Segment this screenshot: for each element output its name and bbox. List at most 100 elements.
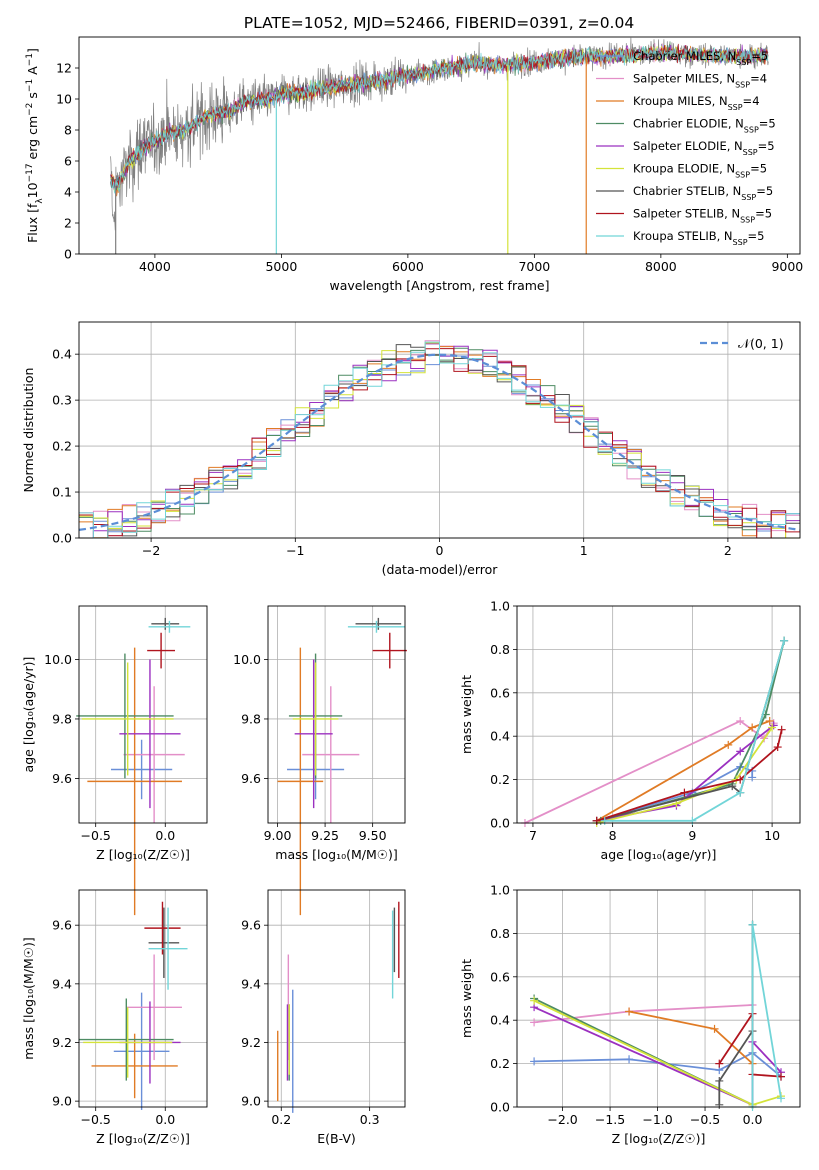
legend-entry: Chabrier MILES, NSSP=5: [633, 49, 768, 67]
errorbar-kroupa_stelib: [148, 907, 188, 990]
legend-n: 5: [757, 229, 764, 243]
series-line: [718, 924, 754, 1105]
y-tick-label: 0.8: [490, 642, 510, 657]
y-axis-label-part: −2: [25, 103, 35, 116]
y-tick-label: 9.8: [52, 711, 72, 726]
x-tick-label: 9.50: [359, 828, 387, 843]
legend-n: 4: [760, 72, 767, 86]
panel-mass_vs_Z: −0.5 0.0 9.0 9.2 9.4 9.6 Z [log₁₀(Z/Z☉)] mass […: [21, 889, 208, 1146]
y-axis-label-part: −1: [25, 53, 35, 66]
legend-eq: =: [750, 72, 760, 86]
legend-entry: Salpeter STELIB, NSSP=5: [633, 207, 772, 225]
errorbar-kroupa_stelib: [148, 620, 191, 633]
legend-n: 5: [766, 184, 773, 198]
x-tick-label: −0.5: [81, 828, 111, 843]
y-tick-label: 9.6: [241, 771, 261, 786]
series-kroupa_stelib: [748, 920, 786, 1111]
legend-n-prefix: , N: [727, 139, 743, 153]
y-tick-label: 6: [64, 154, 72, 169]
series-salpeter_stelib: [592, 725, 786, 825]
data-point-marker: [625, 1055, 634, 1064]
y-axis-label-part: Flux [f: [25, 203, 40, 243]
legend-n-sub: SSP: [728, 103, 743, 112]
data-point-marker: [724, 740, 733, 749]
axes-frame: [78, 889, 208, 1108]
x-tick-label: −2.0: [547, 1112, 577, 1127]
series-kroupa_miles: [625, 1007, 757, 1109]
series-kroupa_stelib: [600, 636, 789, 825]
legend-name: Chabrier ELODIE: [633, 117, 728, 131]
data-point-marker: [715, 1076, 724, 1085]
axes-frame: [78, 605, 208, 824]
legend-n: 5: [760, 162, 767, 176]
x-tick-label: −1.0: [642, 1112, 672, 1127]
errorbar-chabrier_miles: [113, 992, 170, 1110]
legend-n-sub: SSP: [736, 58, 751, 67]
legend-n: 5: [768, 117, 775, 131]
data-point-marker: [728, 782, 737, 791]
legend-name: Chabrier STELIB: [633, 184, 725, 198]
data-point-marker: [736, 717, 745, 726]
legend-eq: =: [759, 117, 769, 131]
x-tick-label: 9000: [771, 259, 803, 274]
legend-eq: =: [758, 139, 768, 153]
x-tick-label: 0.2: [271, 1112, 291, 1127]
legend-n-sub: SSP: [735, 80, 750, 89]
plot-area: [76, 617, 191, 916]
panel-spectrum: 4000 5000 6000 7000 8000 9000 0 2 4 6 8 10 12 wavelen…: [25, 36, 803, 293]
y-tick-label: 0.0: [490, 816, 510, 831]
y-axis-label-part: −17: [25, 163, 35, 182]
model-line-kroupa_stelib: [110, 46, 769, 194]
y-axis-label: Flux [fλ10−17 erg cm−2 s−1 A−1]: [25, 48, 45, 243]
errorbar-kroupa_miles: [91, 1033, 178, 1099]
y-tick-label: 0.0: [490, 1100, 510, 1115]
y-tick-label: 0.6: [490, 969, 510, 984]
legend-n-sub: SSP: [733, 238, 748, 247]
y-tick-label: 9.8: [241, 711, 261, 726]
histogram-kroupa_stelib: [79, 341, 800, 539]
y-tick-label: 0.2: [52, 439, 72, 454]
panel-mass_vs_ebv: 0.2 0.3 9.0 9.2 9.4 9.6 E(B-V): [241, 889, 406, 1146]
y-axis-label: Normed distribution: [21, 368, 36, 493]
y-tick-label: 1.0: [490, 883, 510, 898]
legend-n: 5: [761, 49, 768, 63]
plot-area: [277, 901, 400, 1113]
series-salpeter_elodie: [592, 721, 778, 825]
data-point-marker: [736, 775, 745, 784]
y-tick-label: 9.2: [52, 1035, 72, 1050]
y-tick-label: 0.4: [52, 347, 72, 362]
panel-age_vs_Z: −0.5 0.0 9.6 9.8 10.0 Z [log₁₀(Z/Z☉)] age [log…: [21, 605, 208, 916]
data-point-marker: [530, 996, 539, 1005]
legend-entry: Kroupa MILES, NSSP=4: [633, 94, 760, 112]
x-tick-label: 10: [764, 828, 780, 843]
errorbar-kroupa_elodie: [81, 662, 174, 776]
legend-n-sub: SSP: [740, 215, 755, 224]
x-tick-label: 2: [724, 543, 732, 558]
data-point-marker: [625, 1007, 634, 1016]
y-tick-label: 9.0: [52, 1094, 72, 1109]
y-tick-label: 10.0: [233, 652, 261, 667]
x-tick-label: 0.0: [155, 1112, 175, 1127]
axes-frame: [267, 605, 406, 824]
legend-n-sub: SSP: [744, 125, 759, 134]
panel-residuals: −2 −1 0 1 2 0.0 0.1 0.2 0.3 0.4 (data-model)/error…: [21, 321, 801, 577]
y-tick-label: 4: [64, 185, 72, 200]
normal-curve: [78, 353, 801, 531]
data-point-marker: [715, 1059, 724, 1068]
legend-name: Kroupa MILES: [633, 94, 712, 108]
series-line: [604, 640, 785, 822]
x-tick-label: 0: [436, 543, 444, 558]
legend-entry: 𝒩(0, 1): [738, 336, 784, 351]
legend: 𝒩(0, 1): [700, 336, 784, 351]
legend-n-prefix: , N: [724, 207, 740, 221]
legend-eq: =: [743, 94, 753, 108]
data-point-marker: [765, 717, 774, 726]
x-tick-label: 0.3: [360, 1112, 380, 1127]
x-axis-label: wavelength [Angstrom, rest frame]: [329, 278, 549, 293]
y-tick-label: 10: [56, 92, 72, 107]
x-tick-label: 6000: [392, 259, 424, 274]
x-axis-label: E(B-V): [317, 1131, 356, 1146]
series-chabrier_stelib: [715, 920, 757, 1109]
y-axis-label-part: erg cm: [25, 116, 40, 164]
y-tick-label: 9.6: [52, 771, 72, 786]
